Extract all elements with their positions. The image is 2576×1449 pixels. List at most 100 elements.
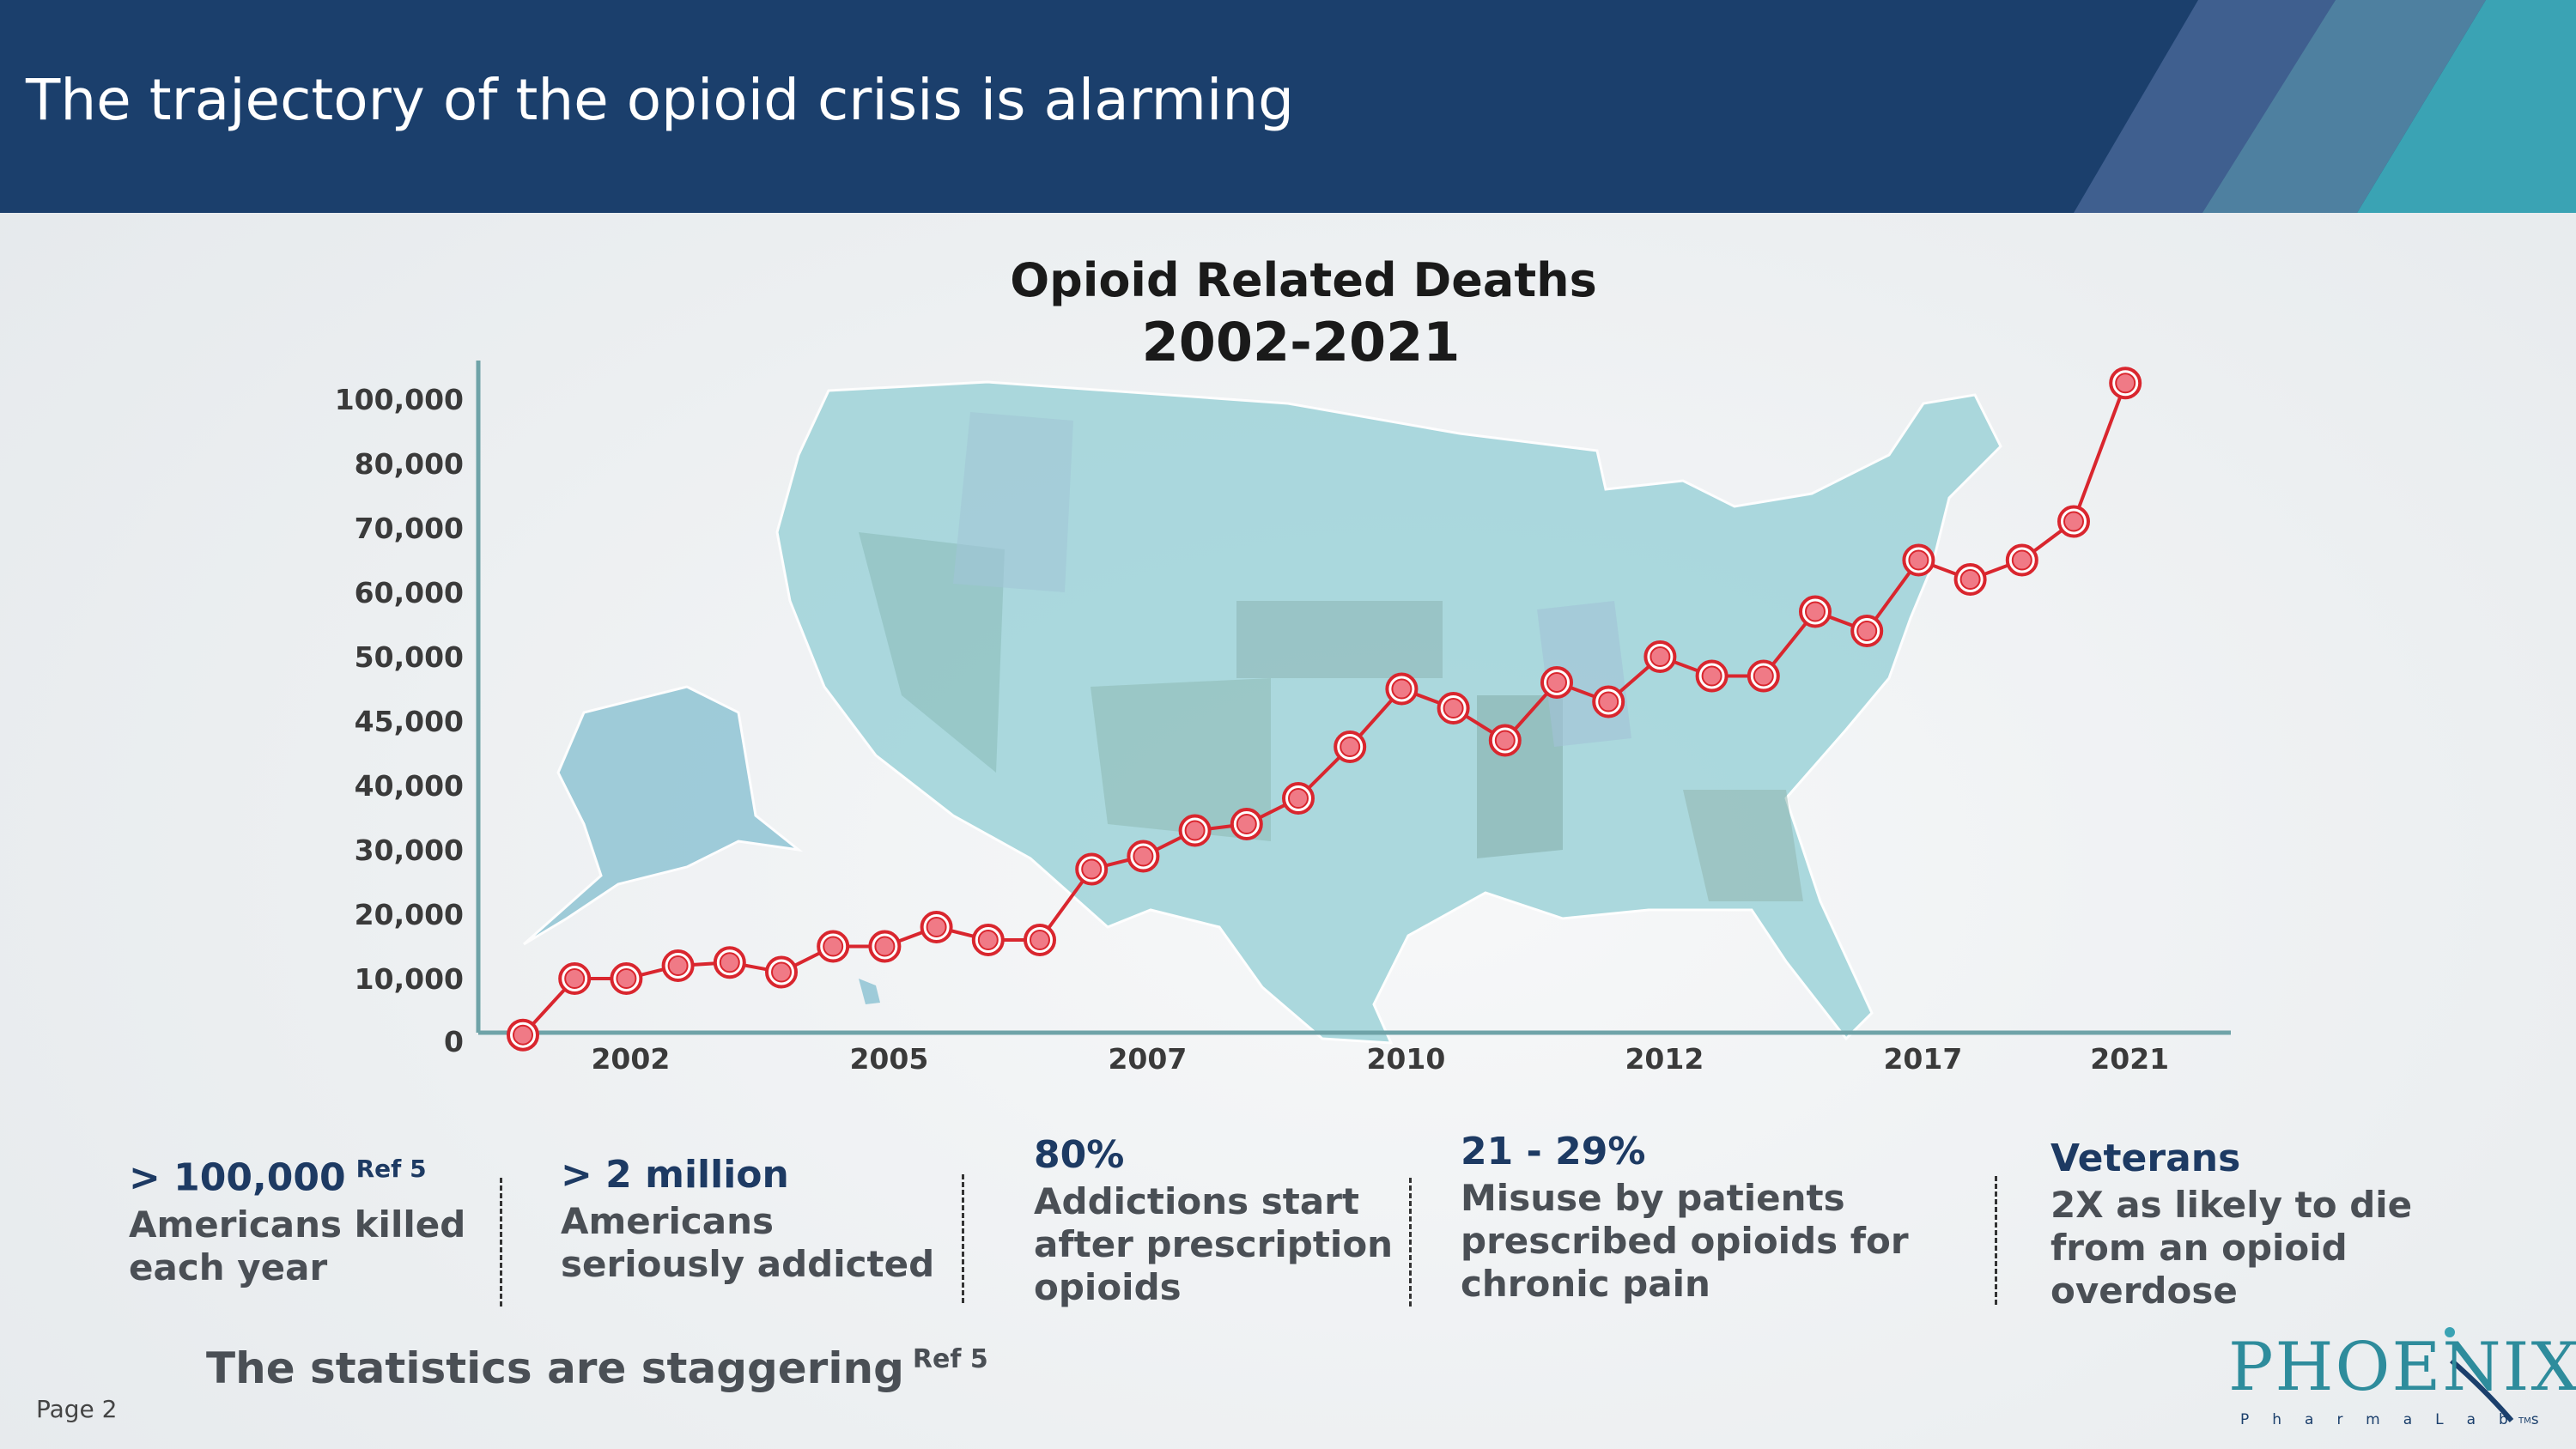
stat-headline-text: > 100,000 [129,1155,346,1200]
map-state-shade-2 [1091,678,1271,841]
logo-swoosh [2445,1327,2514,1422]
divider [500,1178,502,1307]
y-tick-label: 0 [444,1025,464,1058]
map-state-shade-1 [859,532,1005,773]
data-point-core [1133,846,1154,867]
data-point-core [2063,511,2084,532]
y-tick-label: 30,000 [355,834,464,867]
data-point-core [1805,601,1826,622]
data-point-core [1236,814,1257,834]
y-tick-label: 100,000 [335,383,464,416]
phoenix-pharmalabs-logo: PHOENIX PharmaLabs TM [2228,1322,2576,1434]
data-point-core [823,936,844,957]
y-tick-label: 80,000 [355,447,464,481]
logo-trademark: TM [2518,1416,2531,1426]
stat-body-line: prescribed opioids for [1461,1220,1909,1262]
x-tick-label: 2007 [1108,1042,1187,1076]
x-tick-labels: 2002 2005 2007 2010 2012 2017 2021 [591,1042,2169,1076]
divider [1409,1178,1412,1307]
map-state-shade-7 [953,412,1073,592]
map-state-shade-5 [1683,790,1803,901]
data-point-core [1959,569,1981,590]
stat-body-line: Addictions start [1034,1180,1359,1222]
page-title: The trajectory of the opioid crisis is a… [26,67,1295,133]
divider [1995,1176,1997,1305]
x-tick-label: 2017 [1883,1042,1962,1076]
ref-marker: Ref 5 [355,1155,427,1183]
data-point-core [719,952,740,973]
logo-wordmark: PHOENIX [2228,1329,2576,1406]
y-tick-label: 70,000 [355,512,464,545]
stripe-2 [2202,0,2486,213]
data-point-core [1494,730,1516,751]
us-map-image [523,380,2002,1045]
data-point-core [564,968,586,989]
map-hawaii [859,979,880,1004]
stat-headline: Veterans [2050,1137,2241,1180]
data-point-core [977,930,999,950]
data-point-core [667,955,689,976]
stat-body: 2X as likely to die from an opioid overd… [2050,1184,2412,1313]
y-tick-label: 50,000 [355,640,464,674]
stat-body-line: after prescription [1034,1223,1394,1265]
data-point-core [1340,737,1361,757]
data-point-core [771,961,792,983]
y-tick-labels: 0 10,000 20,000 30,000 40,000 45,000 50,000 60,… [335,383,464,1058]
tagline-text: The statistics are staggering [206,1343,904,1393]
stat-headline: > 2 million [561,1153,789,1197]
divider [962,1174,964,1303]
data-point-core [1649,646,1671,667]
data-point-core [513,1024,533,1046]
stat-body-line: Americans killed [129,1203,466,1246]
y-tick-label: 20,000 [355,898,464,931]
stripe-3 [2357,0,2576,213]
data-point-core [2115,373,2136,394]
stat-body-line: opioids [1034,1266,1182,1308]
chart-title: Opioid Related Deaths [1010,253,1596,307]
map-state-shade-4 [1477,695,1563,858]
y-tick-label: 60,000 [355,576,464,609]
stat-body-line: Misuse by patients [1461,1177,1845,1219]
stat-misuse: 21 - 29% Misuse by patients prescribed o… [1461,1130,1909,1306]
stat-body-line: seriously addicted [561,1243,935,1285]
logo-subtitle: PharmaLabs [2240,1411,2562,1428]
data-point-core [1288,788,1309,809]
x-tick-label: 2021 [2090,1042,2169,1076]
x-tick-label: 2010 [1366,1042,1445,1076]
stat-body-line: 2X as likely to die [2050,1184,2413,1226]
stat-body-line: chronic pain [1461,1263,1710,1305]
stat-body-line: Americans [561,1200,775,1242]
data-point-core [1753,665,1774,687]
stat-body-line: each year [129,1246,328,1288]
page-number: Page 2 [36,1395,118,1423]
stat-body-line: overdose [2050,1270,2238,1312]
tagline: The statistics are staggering Ref 5 [206,1343,988,1393]
stat-killed: > 100,000 Ref 5 Americans killed each yea… [129,1155,465,1289]
data-point-core [1546,672,1567,693]
stat-addicted: > 2 million Americans seriously addicted [561,1153,934,1286]
stat-headline: 21 - 29% [1461,1130,1646,1173]
stat-headline: 80% [1034,1133,1125,1177]
stat-body-line: from an opioid [2050,1227,2348,1269]
data-point-core [1030,930,1050,950]
chart-subtitle: 2002-2021 [1142,311,1461,373]
y-tick-label: 40,000 [355,769,464,803]
stripe-1 [2074,0,2336,213]
stat-headline: > 100,000 Ref 5 [129,1155,465,1200]
y-tick-label: 10,000 [355,962,464,996]
data-point-core [1908,549,1929,571]
data-point-core [616,968,637,989]
stat-veterans: Veterans 2X as likely to die from an opi… [2050,1137,2412,1313]
stat-body: Americans killed each year [129,1203,465,1289]
map-state-shade-3 [1236,601,1443,678]
x-tick-label: 2005 [849,1042,928,1076]
map-alaska [523,685,804,946]
ref-marker: Ref 5 [912,1344,988,1375]
data-point-core [2011,549,2032,571]
x-tick-label: 2012 [1625,1042,1704,1076]
data-point-core [1184,820,1206,841]
header-bar: The trajectory of the opioid crisis is a… [0,0,2576,213]
stat-prescription: 80% Addictions start after prescription … [1034,1133,1393,1309]
